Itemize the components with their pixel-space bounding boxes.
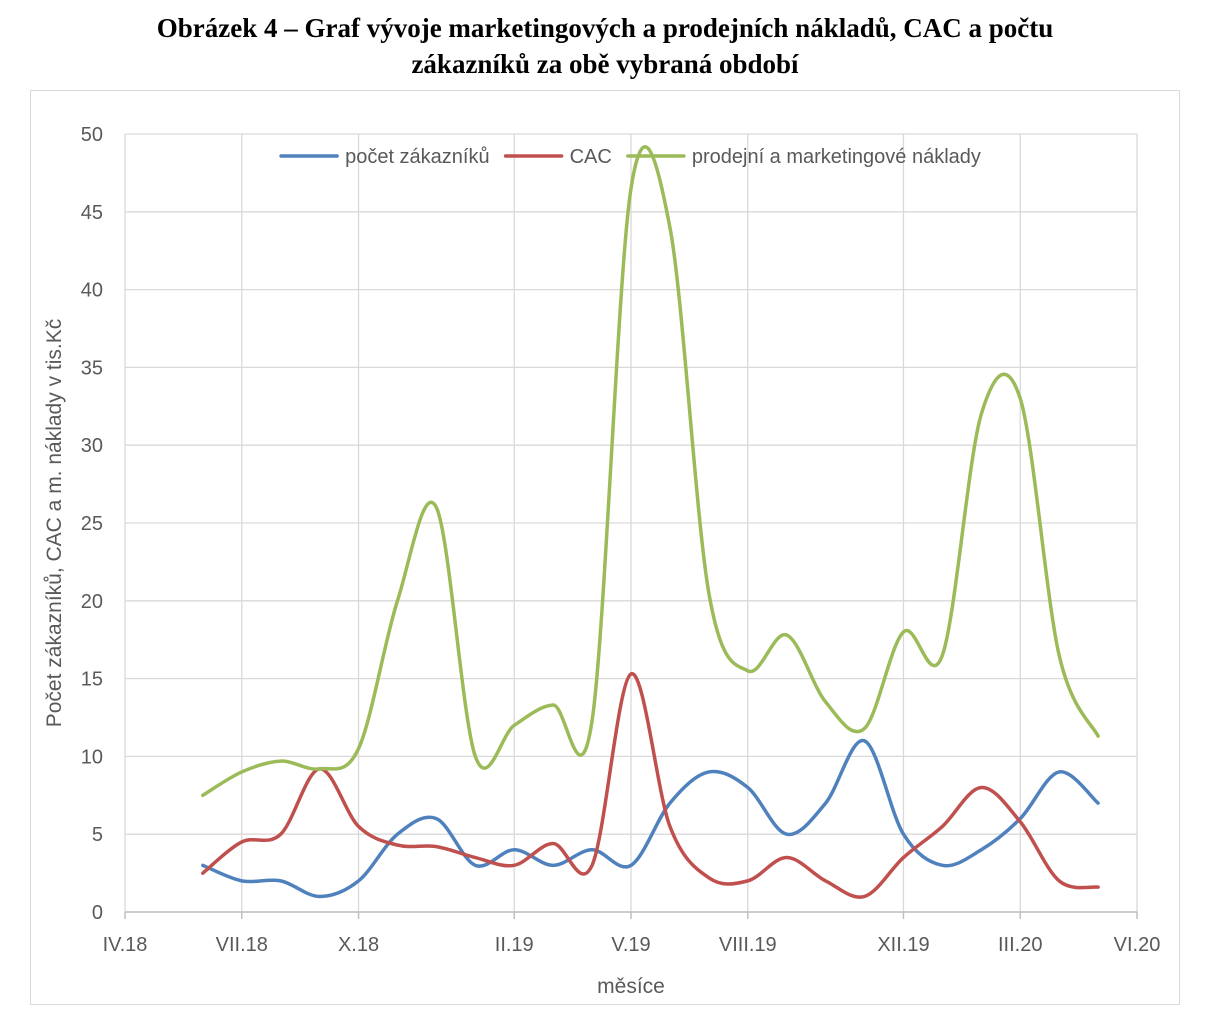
x-tick-label: IV.18 [103, 934, 148, 956]
legend-label-prodejni-a-marketingove-naklady: prodejní a marketingové náklady [692, 146, 981, 168]
y-tick-label: 45 [81, 202, 103, 224]
y-tick-label: 50 [81, 124, 103, 146]
y-axis-title: Počet zákazníků, CAC a m. náklady v tis.… [43, 319, 66, 728]
y-tick-label: 25 [81, 513, 103, 535]
x-axis-title: měsíce [597, 975, 665, 998]
x-tick-label: VIII.19 [719, 934, 777, 956]
figure-title-line-2: zákazníků za obě vybraná období [411, 49, 799, 79]
y-tick-label: 10 [81, 746, 103, 768]
x-tick-label: VI.20 [1114, 934, 1161, 956]
legend: počet zákazníků CAC prodejní a marketingov… [279, 146, 981, 168]
y-tick-label: 20 [81, 591, 103, 613]
legend-label-pocet-zakazniku: počet zákazníků [345, 146, 490, 168]
y-tick-label: 5 [92, 824, 103, 846]
x-tick-label: V.19 [611, 934, 650, 956]
series-line-prodejni-a-marketingove-naklady [201, 145, 1100, 798]
y-tick-label: 0 [92, 902, 103, 924]
axes: 0 5 10 15 20 25 30 35 40 45 50 IV.18 VII.18 X.18 II.19… [81, 124, 1161, 956]
y-tick-label: 40 [81, 280, 103, 302]
x-tick-label: II.19 [495, 934, 534, 956]
figure-title: Obrázek 4 – Graf vývoje marketingových a… [0, 10, 1210, 82]
series-lines [201, 145, 1100, 899]
y-tick-label: 30 [81, 435, 103, 457]
figure-title-line-1: Obrázek 4 – Graf vývoje marketingových a… [156, 13, 1054, 43]
series-line-cac [201, 672, 1100, 899]
x-tick-label: XII.19 [877, 934, 929, 956]
gridlines [124, 133, 1138, 913]
legend-label-cac: CAC [570, 146, 612, 168]
x-tick-label: III.20 [998, 934, 1042, 956]
x-tick-label: X.18 [338, 934, 379, 956]
y-tick-label: 35 [81, 357, 103, 379]
series-line-pocet-zakazniku [201, 739, 1100, 899]
y-tick-label: 15 [81, 669, 103, 691]
x-tick-label: VII.18 [216, 934, 268, 956]
